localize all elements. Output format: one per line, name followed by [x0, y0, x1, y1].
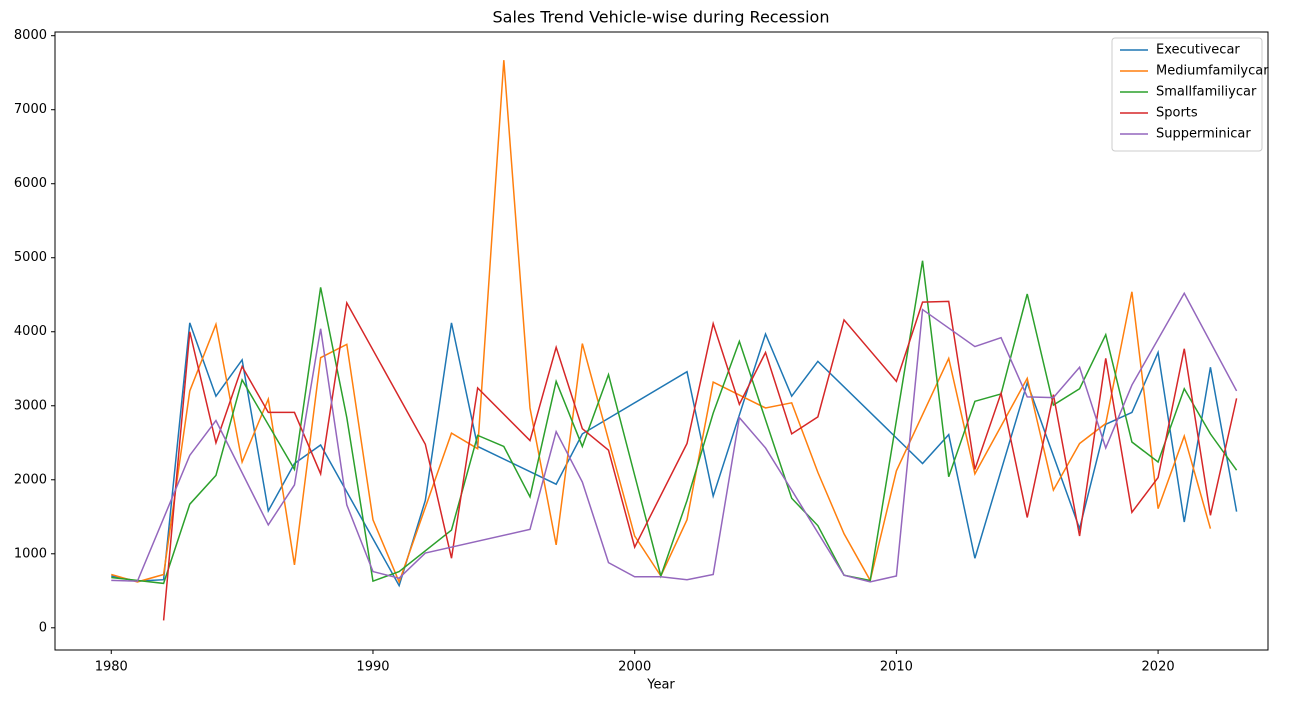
series-line [111, 291, 1238, 583]
series-line [111, 60, 1212, 584]
legend-box [1111, 37, 1263, 152]
legend-label: Sports [1156, 106, 1198, 121]
plot-area [54, 31, 1269, 651]
y-tick-label: 7000 [14, 102, 47, 117]
legend-label: Mediumfamilycar [1156, 64, 1269, 79]
legend-label: Supperminicar [1156, 127, 1251, 142]
y-tick-label: 2000 [14, 472, 47, 487]
x-tick-label: 2000 [618, 660, 651, 675]
chart-title: Sales Trend Vehicle-wise during Recessio… [493, 8, 830, 27]
x-tick-label: 1980 [95, 660, 128, 675]
y-tick-label: 5000 [14, 250, 47, 265]
y-tick-label: 8000 [14, 28, 47, 43]
x-tick-label: 2010 [880, 660, 913, 675]
x-tick-label: 1990 [356, 660, 389, 675]
y-tick-label: 3000 [14, 398, 47, 413]
legend-label: Smallfamiliycar [1156, 85, 1257, 100]
series-line [162, 300, 1238, 621]
y-tick-label: 6000 [14, 176, 47, 191]
y-tick-label: 1000 [14, 546, 47, 561]
y-tick-label: 4000 [14, 324, 47, 339]
y-tick-label: 0 [39, 620, 47, 635]
x-tick-label: 2020 [1142, 660, 1175, 675]
x-axis-label: Year [646, 678, 675, 693]
series-line [111, 260, 1238, 585]
legend-label: Executivecar [1156, 43, 1240, 58]
